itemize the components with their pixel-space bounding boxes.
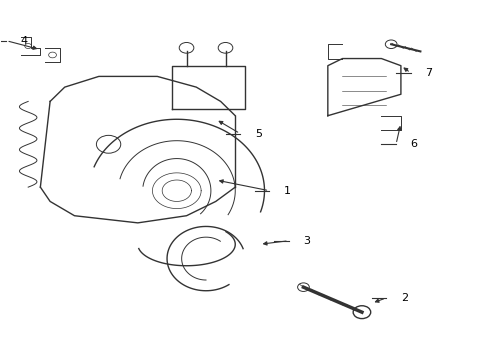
Text: 6: 6	[411, 139, 417, 149]
Text: 3: 3	[303, 236, 311, 246]
Text: 5: 5	[255, 129, 262, 139]
Text: 4: 4	[21, 36, 28, 46]
Text: 7: 7	[425, 68, 432, 78]
Text: 1: 1	[284, 186, 291, 196]
Text: 2: 2	[401, 293, 408, 303]
